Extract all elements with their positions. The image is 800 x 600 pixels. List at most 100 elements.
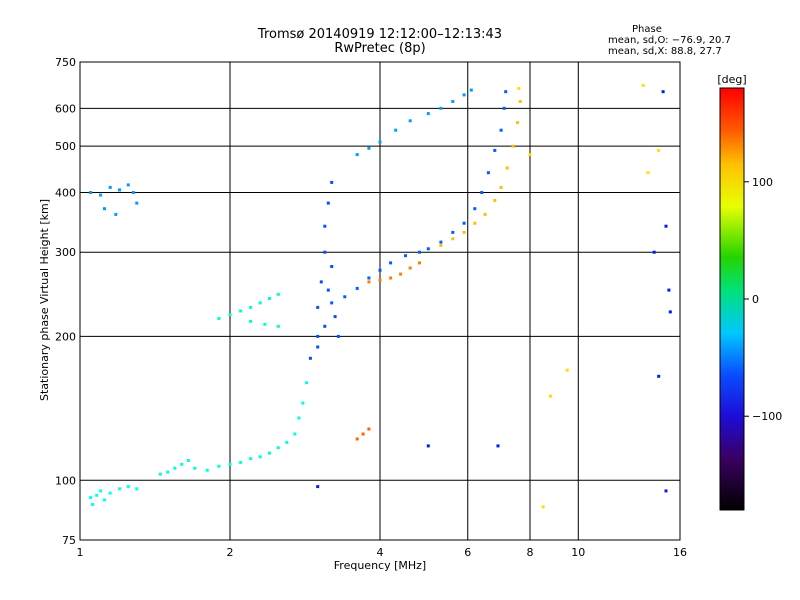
data-point — [285, 440, 289, 444]
data-point — [166, 470, 170, 474]
data-points — [89, 83, 672, 509]
data-point — [108, 185, 112, 189]
data-point — [276, 446, 280, 450]
data-point — [511, 144, 515, 148]
data-point — [297, 416, 301, 420]
data-point — [186, 459, 190, 462]
data-point — [439, 240, 443, 244]
data-point — [330, 265, 334, 268]
x-tick-label: 2 — [227, 546, 234, 559]
data-point — [496, 444, 500, 448]
data-point — [316, 334, 320, 338]
data-point — [426, 444, 430, 448]
data-point — [378, 268, 382, 272]
y-tick-label: 500 — [55, 140, 76, 153]
phase-title: Phase — [632, 24, 662, 35]
data-point — [103, 498, 106, 502]
data-point — [249, 457, 253, 461]
data-point — [228, 313, 232, 317]
data-point — [131, 191, 135, 194]
data-point — [661, 90, 665, 94]
data-point — [258, 455, 262, 459]
data-point — [330, 301, 334, 305]
data-point — [108, 491, 112, 495]
data-point — [541, 505, 545, 509]
data-point — [355, 153, 359, 157]
colorbar-tick-label: −100 — [752, 410, 782, 423]
data-point — [483, 212, 487, 216]
data-point — [664, 489, 668, 493]
data-point — [343, 295, 347, 299]
data-point — [126, 485, 130, 489]
y-axis-label: Stationary phase Virtual Height [km] — [38, 199, 51, 401]
data-point — [323, 224, 327, 228]
data-point — [308, 356, 312, 360]
colorbar: [deg] 100 0 −100 — [717, 73, 782, 511]
data-point — [565, 368, 569, 372]
x-tick-label: 16 — [673, 546, 687, 559]
data-point — [426, 112, 430, 116]
y-axis: 75 100 200 300 400 500 600 750 — [55, 56, 76, 547]
x-axis: 1 2 4 6 8 10 16 — [77, 546, 688, 559]
data-point — [473, 221, 477, 225]
data-point — [301, 401, 305, 405]
data-point — [323, 250, 327, 254]
data-point — [326, 288, 330, 292]
data-point — [239, 460, 243, 464]
data-point — [404, 254, 407, 258]
data-point — [480, 191, 484, 194]
data-point — [173, 466, 177, 470]
data-point — [652, 250, 656, 254]
data-point — [493, 148, 497, 152]
data-point — [126, 183, 130, 187]
data-point — [180, 462, 184, 466]
data-point — [462, 230, 466, 234]
data-point — [657, 148, 661, 152]
data-point — [549, 394, 553, 398]
y-tick-label: 400 — [55, 186, 76, 199]
data-point — [426, 247, 430, 251]
y-tick-label: 100 — [55, 474, 76, 487]
data-point — [367, 427, 371, 431]
data-point — [361, 432, 365, 436]
phase-x-stats: mean, sd,X: 88.8, 27.7 — [608, 46, 722, 57]
data-point — [378, 140, 382, 144]
data-point — [293, 432, 297, 436]
data-point — [641, 83, 645, 87]
data-point — [646, 171, 650, 175]
data-point — [439, 106, 443, 110]
colorbar-tick-label: 0 — [752, 293, 759, 306]
colorbar-ticks: 100 0 −100 — [744, 176, 782, 423]
grid — [80, 62, 680, 540]
chart-title: Tromsø 20140919 12:12:00–12:13:43 — [257, 27, 503, 42]
data-point — [462, 93, 466, 97]
data-point — [330, 180, 334, 184]
data-point — [258, 301, 262, 305]
data-point — [99, 193, 103, 197]
data-point — [91, 503, 95, 506]
data-point — [389, 276, 393, 280]
data-point — [408, 266, 412, 270]
y-tick-label: 200 — [55, 330, 76, 343]
data-point — [205, 468, 209, 472]
data-point — [276, 292, 280, 296]
data-point — [135, 201, 139, 205]
data-point — [462, 221, 466, 225]
data-point — [502, 106, 506, 110]
data-point — [486, 171, 490, 175]
y-tick-label: 600 — [55, 102, 76, 115]
data-point — [276, 324, 280, 328]
data-point — [517, 87, 521, 90]
data-point — [319, 280, 323, 284]
data-point — [355, 437, 359, 441]
data-point — [305, 381, 309, 385]
data-point — [228, 462, 232, 466]
data-point — [418, 250, 421, 254]
data-point — [667, 288, 671, 292]
data-point — [89, 496, 93, 500]
data-point — [451, 100, 455, 103]
phase-stats: Phase mean, sd,O: −76.9, 20.7 mean, sd,X… — [560, 24, 780, 57]
data-point — [99, 489, 103, 493]
data-point — [389, 261, 393, 265]
